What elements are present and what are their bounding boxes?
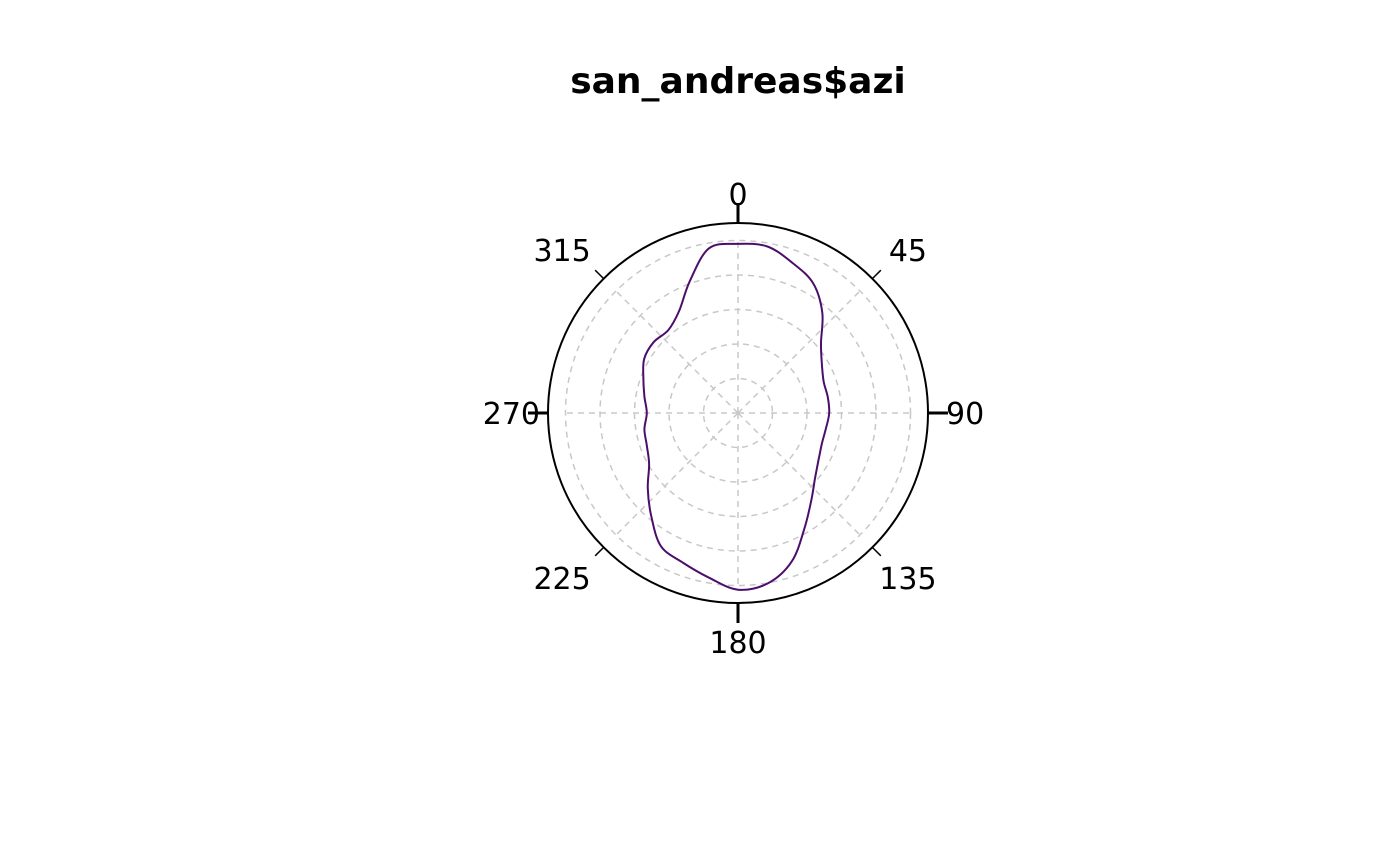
- tick-label: 225: [533, 562, 590, 597]
- tick-label: 180: [709, 626, 766, 661]
- grid-spoke: [737, 290, 861, 414]
- grid-ring: [564, 239, 912, 587]
- tick-label: 45: [889, 234, 927, 269]
- grid-spoke: [615, 412, 739, 536]
- tick-label: 135: [879, 562, 936, 597]
- tick-mark: [594, 269, 605, 280]
- tick-mark: [871, 269, 882, 280]
- tick-mark: [594, 546, 605, 557]
- angle-ticks: 0 45 90 135 180 225 270 315: [483, 178, 984, 661]
- polar-grid: [564, 239, 912, 587]
- density-line: [642, 242, 831, 591]
- chart-title: san_andreas$azi: [570, 61, 906, 102]
- tick-mark: [871, 546, 882, 557]
- tick-label: 270: [483, 397, 540, 432]
- tick-label: 315: [533, 234, 590, 269]
- grid-spoke: [737, 412, 861, 536]
- tick-label: 90: [946, 397, 984, 432]
- tick-label: 0: [728, 178, 747, 213]
- grid-spoke: [615, 290, 739, 414]
